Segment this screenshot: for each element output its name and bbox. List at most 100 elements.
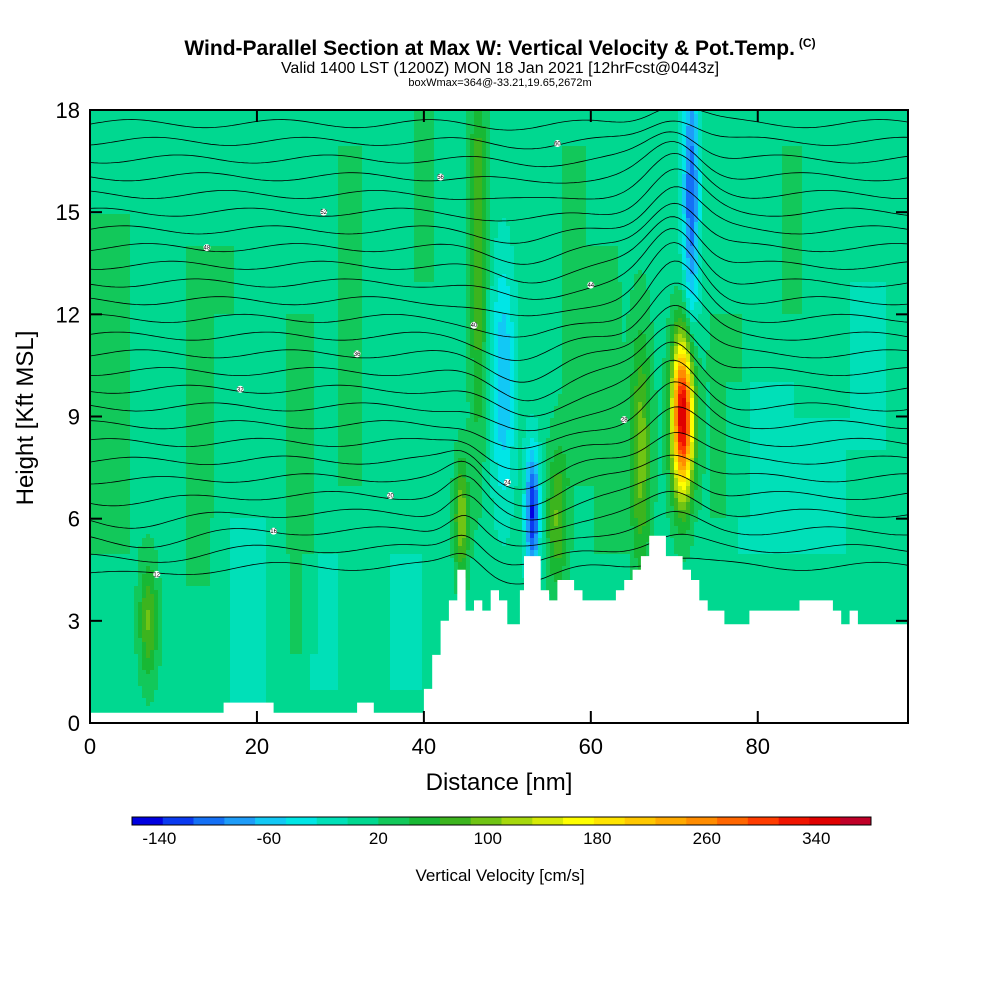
field-cell [342,114,346,118]
field-cell [238,130,242,134]
field-cell [506,130,510,134]
field-cell [474,118,478,122]
field-cell [894,130,898,134]
field-cell [234,134,238,138]
field-cell [390,114,394,118]
field-cell [366,130,370,134]
field-cell [462,114,466,118]
field-cell [514,114,518,118]
field-cell [642,118,646,122]
field-cell [250,130,254,134]
field-cell [462,126,466,130]
field-cell [266,134,270,138]
field-cell [194,130,198,134]
field-cell [702,126,706,130]
field-cell [554,130,558,134]
field-cell [142,122,146,126]
field-cell [306,126,310,130]
field-cell [246,118,250,122]
field-cell [274,122,278,126]
field-cell [598,122,602,126]
field-cell [598,130,602,134]
field-cell [578,130,582,134]
field-cell [826,118,830,122]
field-cell [218,130,222,134]
field-cell [378,126,382,130]
field-cell [646,130,650,134]
field-cell [418,130,422,134]
field-cell [402,122,406,126]
field-cell [746,126,750,130]
field-cell [218,134,222,138]
field-cell [466,126,470,130]
field-cell [238,114,242,118]
field-cell [470,118,474,122]
field-cell [314,130,318,134]
field-cell [638,126,642,130]
field-cell [106,134,110,138]
field-cell [706,126,710,130]
field-cell [278,126,282,130]
field-cell [214,130,218,134]
field-cell [790,118,794,122]
field-cell [678,126,682,130]
field-cell [418,126,422,130]
field-cell [610,114,614,118]
field-cell [526,126,530,130]
field-cell [446,122,450,126]
field-cell [682,126,686,130]
field-cell [134,114,138,118]
field-cell [130,114,134,118]
field-cell [598,126,602,130]
field-cell [318,114,322,118]
field-cell [714,126,718,130]
field-cell [222,134,226,138]
field-cell [358,130,362,134]
field-cell [450,130,454,134]
field-cell [762,118,766,122]
field-cell [502,114,506,118]
field-cell [314,126,318,130]
field-cell [686,126,690,130]
field-cell [778,114,782,118]
field-cell [534,130,538,134]
field-cell [234,130,238,134]
field-cell [314,114,318,118]
field-cell [226,118,230,122]
field-cell [638,114,642,118]
field-cell [834,126,838,130]
field-cell [118,122,122,126]
field-cell [606,126,610,130]
field-cell [134,134,138,138]
field-cell [666,126,670,130]
field-cell [346,114,350,118]
field-cell [766,130,770,134]
field-cell [394,118,398,122]
field-cell [318,118,322,122]
field-cell [606,122,610,126]
field-cell [434,126,438,130]
field-cell [298,126,302,130]
field-cell [654,118,658,122]
field-cell [598,114,602,118]
field-cell [558,126,562,130]
field-cell [806,114,810,118]
field-cell [594,122,598,126]
field-cell [698,122,702,126]
field-cell [874,122,878,126]
field-cell [618,114,622,118]
field-cell [526,130,530,134]
field-cell [122,134,126,138]
field-cell [458,130,462,134]
field-cell [322,118,326,122]
field-cell [822,122,826,126]
field-cell [518,130,522,134]
field-cell [446,126,450,130]
field-cell [198,114,202,118]
field-cell [446,130,450,134]
field-cell [390,134,394,138]
field-cell [730,126,734,130]
field-cell [618,118,622,122]
field-cell [670,122,674,126]
field-cell [734,114,738,118]
